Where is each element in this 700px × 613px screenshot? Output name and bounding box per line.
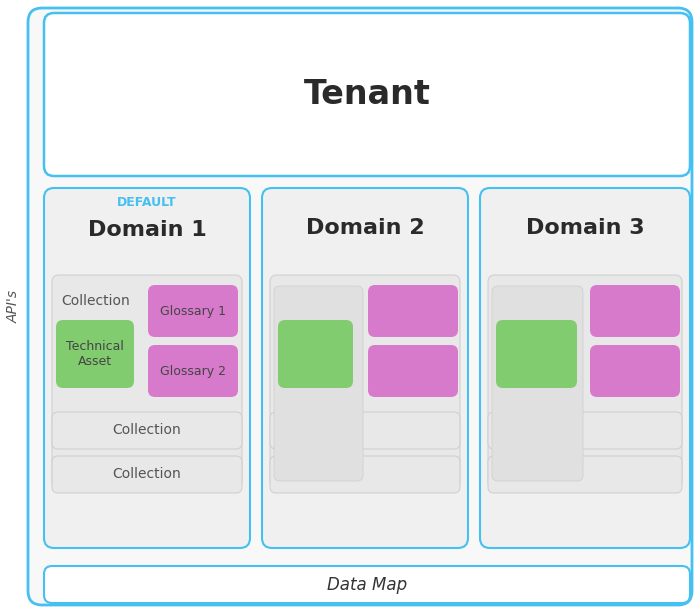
FancyBboxPatch shape <box>368 345 458 397</box>
FancyBboxPatch shape <box>590 345 680 397</box>
Text: Collection: Collection <box>62 294 130 308</box>
FancyBboxPatch shape <box>488 412 682 449</box>
FancyBboxPatch shape <box>148 345 238 397</box>
FancyBboxPatch shape <box>270 275 460 488</box>
FancyBboxPatch shape <box>44 13 690 176</box>
FancyBboxPatch shape <box>488 456 682 493</box>
Text: API's: API's <box>7 289 21 322</box>
FancyBboxPatch shape <box>56 320 134 388</box>
FancyBboxPatch shape <box>44 188 250 548</box>
FancyBboxPatch shape <box>368 285 458 337</box>
Text: DEFAULT: DEFAULT <box>117 196 177 208</box>
Text: Collection: Collection <box>113 424 181 438</box>
FancyBboxPatch shape <box>52 275 242 488</box>
FancyBboxPatch shape <box>270 412 460 449</box>
FancyBboxPatch shape <box>492 286 583 481</box>
Text: Domain 2: Domain 2 <box>306 218 424 238</box>
FancyBboxPatch shape <box>148 285 238 337</box>
Text: Data Map: Data Map <box>327 576 407 593</box>
FancyBboxPatch shape <box>270 456 460 493</box>
Text: Technical
Asset: Technical Asset <box>66 340 124 368</box>
Text: Tenant: Tenant <box>304 78 430 111</box>
FancyBboxPatch shape <box>278 320 353 388</box>
FancyBboxPatch shape <box>488 275 682 488</box>
FancyBboxPatch shape <box>480 188 690 548</box>
FancyBboxPatch shape <box>44 566 690 603</box>
Text: Domain 3: Domain 3 <box>526 218 644 238</box>
Text: Collection: Collection <box>113 468 181 481</box>
FancyBboxPatch shape <box>496 320 577 388</box>
FancyBboxPatch shape <box>262 188 468 548</box>
Text: Glossary 2: Glossary 2 <box>160 365 226 378</box>
FancyBboxPatch shape <box>28 8 692 605</box>
Text: Glossary 1: Glossary 1 <box>160 305 226 318</box>
FancyBboxPatch shape <box>274 286 363 481</box>
FancyBboxPatch shape <box>590 285 680 337</box>
Text: Domain 1: Domain 1 <box>88 220 206 240</box>
FancyBboxPatch shape <box>52 412 242 449</box>
FancyBboxPatch shape <box>52 456 242 493</box>
